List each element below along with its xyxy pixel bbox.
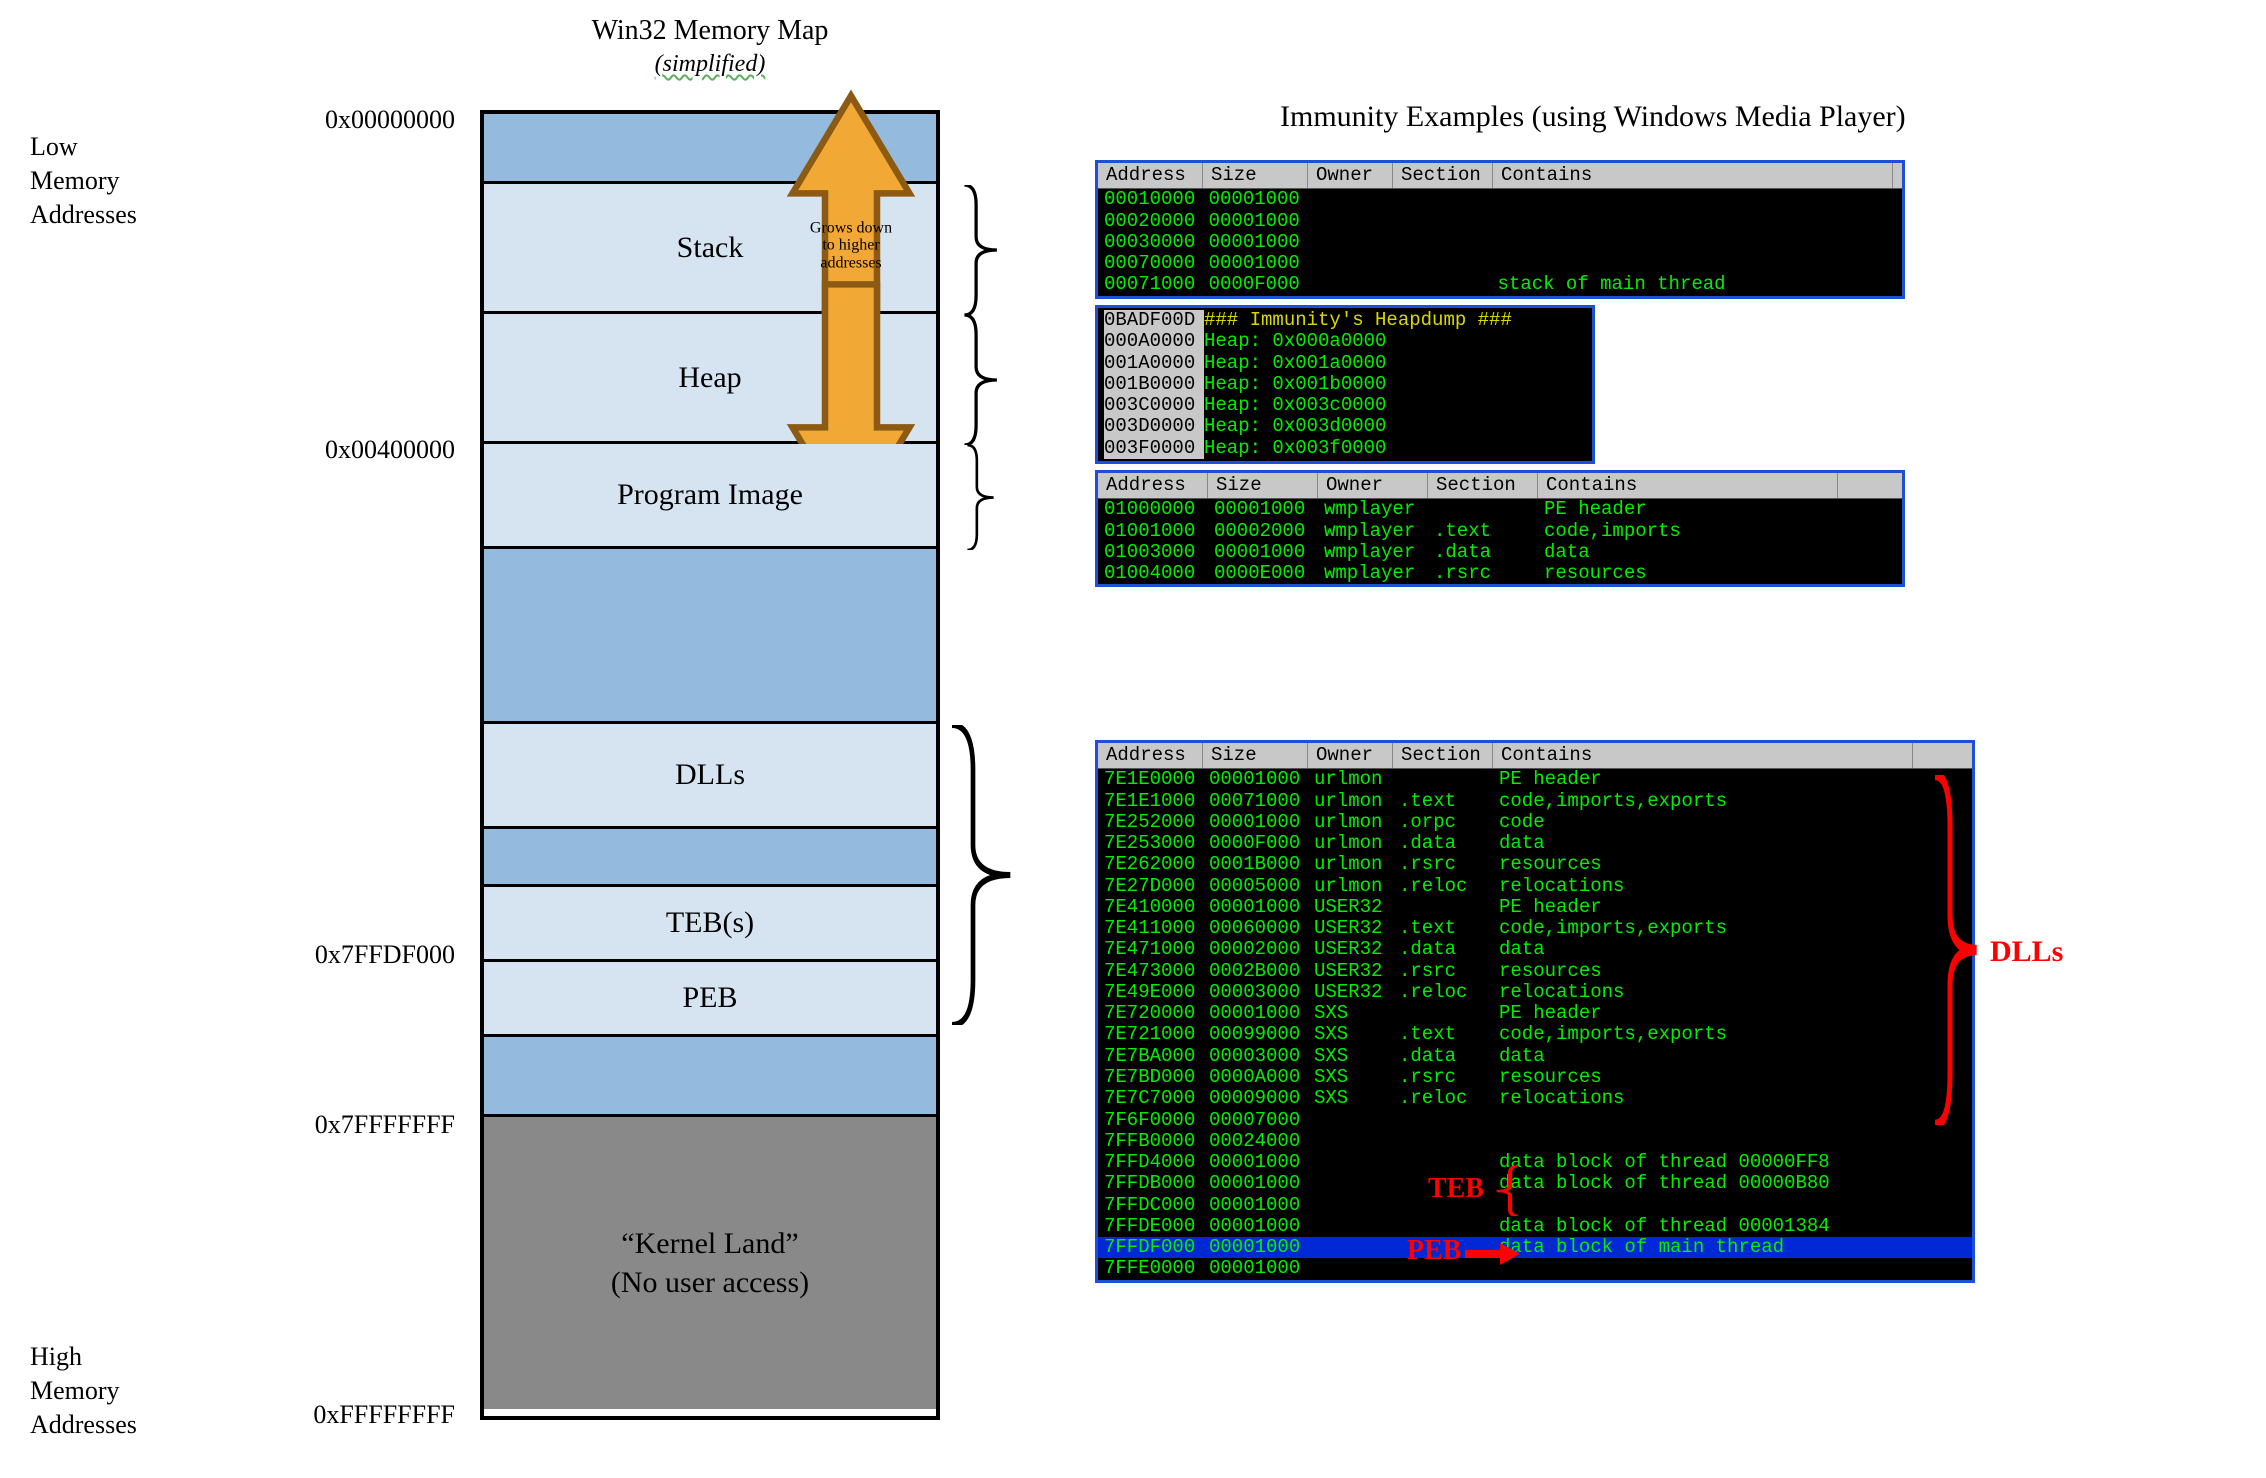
terminal-row: 010040000000E000wmplayer.rsrcresources [1098, 563, 1902, 584]
terminal-row: 000A0000Heap: 0x000a0000 [1098, 331, 1592, 352]
brace-connector [945, 315, 1015, 445]
terminal-column-header: Contains [1493, 743, 1913, 768]
terminal-row: 7FFDC00000001000 [1098, 1195, 1972, 1216]
terminal-row: 7E2620000001B000urlmon.rsrcresources [1098, 854, 1972, 875]
terminal-row: 7E27D00000005000urlmon.relocrelocations [1098, 876, 1972, 897]
terminal-row: 0002000000001000 [1098, 211, 1902, 232]
terminal-row: 001B0000Heap: 0x001b0000 [1098, 374, 1592, 395]
terminal-row: 003D0000Heap: 0x003d0000 [1098, 416, 1592, 437]
terminal-column-header: Address [1098, 473, 1208, 498]
red-brace-dlls [1930, 775, 1980, 1125]
high-memory-label: HighMemoryAddresses [30, 1340, 137, 1441]
terminal-row: 7FFDB00000001000data block of thread 000… [1098, 1173, 1972, 1194]
terminal-row: 0100000000001000wmplayerPE header [1098, 499, 1902, 520]
terminal-row: 000710000000F000stack of main thread [1098, 274, 1902, 295]
brace-connector [945, 445, 1015, 550]
address-marker: 0xFFFFFFFF [255, 1400, 455, 1430]
address-marker: 0x00400000 [255, 435, 455, 465]
terminal-row: 7E4730000002B000USER32.rsrcresources [1098, 961, 1972, 982]
terminal-row: 001A0000Heap: 0x001a0000 [1098, 353, 1592, 374]
terminal-column-header: Section [1393, 743, 1493, 768]
terminal-column-header: Address [1098, 743, 1203, 768]
terminal-column-header: Size [1208, 473, 1318, 498]
terminal-column-header: Contains [1493, 163, 1893, 188]
dll-terminal-panel: AddressSizeOwnerSectionContains 7E1E0000… [1095, 740, 1975, 1283]
terminal-row: 7E72100000099000SXS.textcode,imports,exp… [1098, 1024, 1972, 1045]
stack-terminal-panel: AddressSizeOwnerSectionContains 00010000… [1095, 160, 1905, 299]
segment-teb: TEB(s) [484, 887, 936, 962]
terminal-row: 7FFD400000001000data block of thread 000… [1098, 1152, 1972, 1173]
terminal-row: 7E1E100000071000urlmon.textcode,imports,… [1098, 791, 1972, 812]
terminal-row: 7E25200000001000urlmon.orpccode [1098, 812, 1972, 833]
red-dlls-label: DLLs [1990, 935, 2063, 969]
program-terminal-panel: AddressSizeOwnerSectionContains 01000000… [1095, 470, 1905, 587]
red-brace-teb [1495, 1166, 1520, 1216]
segment-program-image: Program Image [484, 444, 936, 549]
terminal-row: 7E72000000001000SXSPE header [1098, 1003, 1972, 1024]
terminal-column-header: Section [1393, 163, 1493, 188]
memory-map-title: Win32 Memory Map (simplified) [480, 15, 940, 79]
terminal-row: 0003000000001000 [1098, 232, 1902, 253]
terminal-row: 0100100000002000wmplayer.textcode,import… [1098, 521, 1902, 542]
segment-peb: PEB [484, 962, 936, 1037]
terminal-row: 0100300000001000wmplayer.datadata [1098, 542, 1902, 563]
heap-terminal-panel: 0BADF00D### Immunity's Heapdump ###000A0… [1095, 305, 1595, 464]
segment-heap: Heap Grows downto higheraddresses [484, 314, 936, 444]
terminal-row: 7FFE000000001000 [1098, 1258, 1972, 1279]
red-arrow-icon [1465, 1243, 1520, 1265]
red-teb-label: TEB [1428, 1173, 1484, 1205]
terminal-row: 7FFDE00000001000data block of thread 000… [1098, 1216, 1972, 1237]
terminal-row: 003C0000Heap: 0x003c0000 [1098, 395, 1592, 416]
terminal-column-header: Size [1203, 163, 1308, 188]
immunity-title: Immunity Examples (using Windows Media P… [1280, 100, 1906, 134]
terminal-header-row: AddressSizeOwnerSectionContains [1098, 163, 1902, 189]
address-marker: 0x7FFDF000 [255, 940, 455, 970]
brace-connector [945, 185, 1015, 315]
terminal-column-header: Section [1428, 473, 1538, 498]
terminal-row: 7FFB000000024000 [1098, 1131, 1972, 1152]
terminal-column-header: Owner [1308, 163, 1393, 188]
address-marker: 0x7FFFFFFF [255, 1110, 455, 1140]
terminal-column-header: Address [1098, 163, 1203, 188]
terminal-row: 7E49E00000003000USER32.relocrelocations [1098, 982, 1972, 1003]
terminal-row: 0007000000001000 [1098, 253, 1902, 274]
terminal-header-row: AddressSizeOwnerSectionContains [1098, 473, 1902, 499]
terminal-column-header: Owner [1308, 743, 1393, 768]
terminal-row: 7E47100000002000USER32.datadata [1098, 939, 1972, 960]
terminal-row: 7E1E000000001000urlmonPE header [1098, 769, 1972, 790]
address-marker: 0x00000000 [255, 105, 455, 135]
terminal-row: 0001000000001000 [1098, 189, 1902, 210]
segment-gap [484, 829, 936, 887]
terminal-row: 7E7BD0000000A000SXS.rsrcresources [1098, 1067, 1972, 1088]
segment-gap [484, 1037, 936, 1117]
red-peb-label: PEB [1407, 1235, 1461, 1267]
terminal-column-header: Size [1203, 743, 1308, 768]
segment-gap [484, 549, 936, 724]
low-memory-label: LowMemoryAddresses [30, 130, 137, 231]
terminal-row: 7E7C700000009000SXS.relocrelocations [1098, 1088, 1972, 1109]
terminal-row: 7E2530000000F000urlmon.datadata [1098, 833, 1972, 854]
segment-kernel: “Kernel Land” (No user access) [484, 1117, 936, 1409]
terminal-row: 003F0000Heap: 0x003f0000 [1098, 438, 1592, 459]
segment-dlls: DLLs [484, 724, 936, 829]
terminal-column-header: Contains [1538, 473, 1838, 498]
terminal-row: 7E41100000060000USER32.textcode,imports,… [1098, 918, 1972, 939]
terminal-row: 7E41000000001000USER32PE header [1098, 897, 1972, 918]
terminal-row: 7F6F000000007000 [1098, 1110, 1972, 1131]
terminal-row: 7E7BA00000003000SXS.datadata [1098, 1046, 1972, 1067]
memory-map-column: Stack Grows upto loweraddresses Heap Gro… [480, 110, 940, 1420]
terminal-header-row: AddressSizeOwnerSectionContains [1098, 743, 1972, 769]
terminal-row: 7FFDF00000001000data block of main threa… [1098, 1237, 1972, 1258]
terminal-row: 0BADF00D### Immunity's Heapdump ### [1098, 310, 1592, 331]
terminal-column-header: Owner [1318, 473, 1428, 498]
brace-connector [945, 725, 1015, 1025]
